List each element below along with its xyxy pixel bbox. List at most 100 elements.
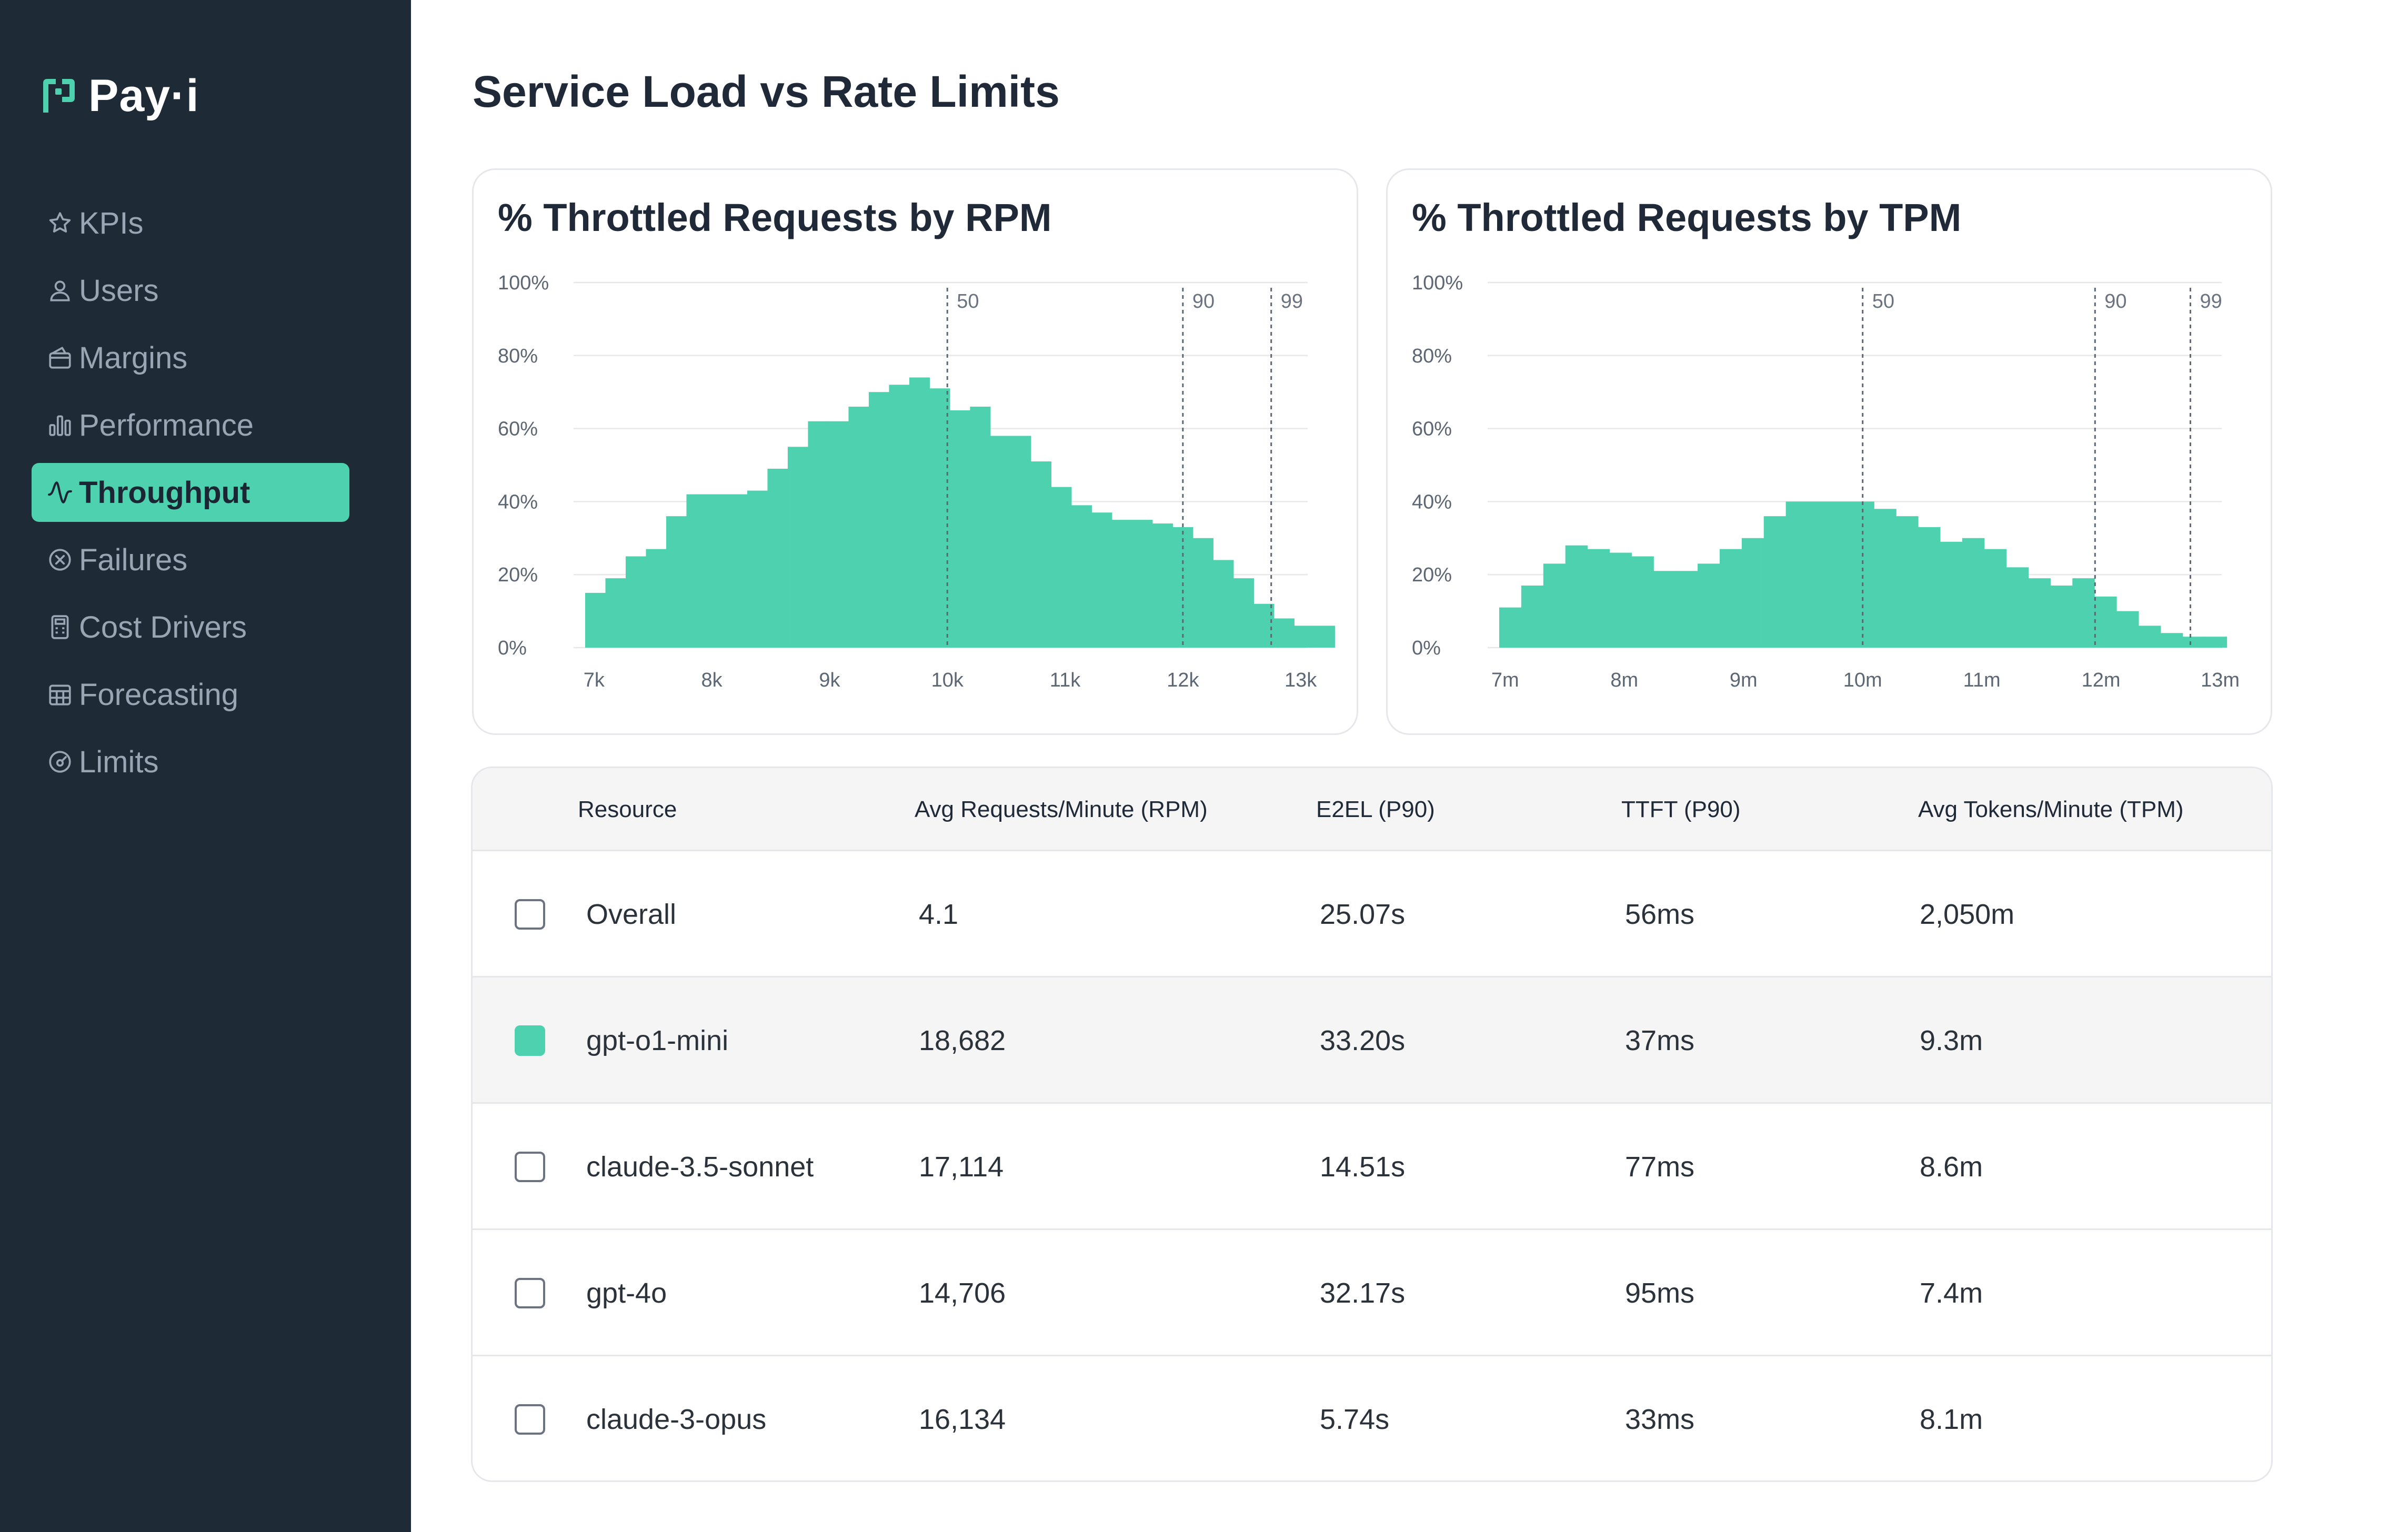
histogram-bar[interactable] [868, 392, 890, 648]
histogram-bar[interactable] [1091, 512, 1112, 648]
sidebar-item-performance[interactable]: Performance [32, 396, 349, 455]
histogram-bar[interactable] [1830, 501, 1852, 648]
e2el-cell: 14.51s [1320, 1151, 1406, 1183]
sidebar-item-forecasting[interactable]: Forecasting [32, 665, 349, 724]
histogram-bar[interactable] [1152, 523, 1173, 648]
histogram-bar[interactable] [2094, 596, 2117, 648]
histogram-bar[interactable] [1030, 461, 1052, 648]
row-checkbox[interactable] [515, 1404, 545, 1435]
column-header-ttft[interactable]: TTFT (P90) [1621, 797, 1741, 822]
histogram-bar[interactable] [1653, 571, 1676, 648]
histogram-bar[interactable] [1071, 505, 1092, 648]
histogram-bar[interactable] [1521, 586, 1544, 648]
histogram-bar[interactable] [1192, 538, 1213, 648]
histogram-bar[interactable] [2028, 578, 2051, 648]
table-row[interactable]: claude-3.5-sonnet 17,114 14.51s 77ms 8.6… [473, 1104, 2271, 1230]
table-row[interactable]: claude-3-opus 16,134 5.74s 33ms 8.1m [473, 1356, 2271, 1480]
logo[interactable]: Pay·i [40, 70, 199, 121]
histogram-bar[interactable] [2182, 637, 2205, 648]
histogram-bar[interactable] [2116, 611, 2139, 648]
histogram-bar[interactable] [747, 490, 768, 648]
row-checkbox[interactable] [515, 1025, 545, 1056]
histogram-bar[interactable] [848, 406, 869, 648]
sidebar-item-cost-drivers[interactable]: Cost Drivers [32, 598, 349, 657]
histogram-bar[interactable] [1314, 626, 1335, 648]
histogram-bar[interactable] [2160, 633, 2183, 648]
row-checkbox[interactable] [515, 1152, 545, 1182]
histogram-bar[interactable] [585, 592, 606, 648]
column-header-resource[interactable]: Resource [578, 797, 677, 822]
histogram-bar[interactable] [1940, 541, 1963, 648]
histogram-bar[interactable] [767, 468, 788, 648]
histogram-bar[interactable] [1587, 549, 1610, 648]
histogram-bar[interactable] [727, 494, 748, 648]
histogram-bar[interactable] [1543, 563, 1566, 648]
histogram-bar[interactable] [1785, 501, 1809, 648]
percentile-label: 90 [2104, 290, 2126, 313]
calculator-icon [45, 612, 75, 642]
histogram-bar[interactable] [2204, 637, 2228, 648]
histogram-bar[interactable] [2072, 578, 2095, 648]
table-row[interactable]: gpt-4o 14,706 32.17s 95ms 7.4m [473, 1230, 2271, 1356]
histogram-bar[interactable] [1896, 516, 1919, 648]
sidebar-item-failures[interactable]: Failures [32, 530, 349, 589]
histogram-bar[interactable] [990, 436, 1011, 648]
histogram-bar[interactable] [625, 556, 647, 648]
histogram-bar[interactable] [1874, 509, 1897, 648]
histogram-bar[interactable] [949, 410, 971, 648]
column-header-e2el[interactable]: E2EL (P90) [1316, 797, 1435, 822]
sidebar-item-users[interactable]: Users [32, 261, 349, 320]
histogram-bar[interactable] [2138, 626, 2161, 648]
sidebar-item-kpis[interactable]: KPIs [32, 194, 349, 253]
histogram-bar[interactable] [1675, 571, 1698, 648]
histogram-bar[interactable] [1051, 487, 1072, 648]
column-header-rpm[interactable]: Avg Requests/Minute (RPM) [915, 797, 1208, 822]
histogram-bar[interactable] [1213, 560, 1234, 648]
histogram-bar[interactable] [970, 406, 991, 648]
histogram-bar[interactable] [1918, 527, 1941, 648]
histogram-bar[interactable] [666, 516, 687, 648]
histogram-bar[interactable] [1233, 578, 1254, 648]
rpm-histogram-chart: 0% 20% 40% 60% 80% 100% 50 90 99 7k 8k 9k 10k 11k 12k 1… [498, 272, 1335, 691]
histogram-bar[interactable] [1010, 436, 1031, 648]
x-tick-label: 10m [1843, 669, 1882, 691]
histogram-bar[interactable] [1132, 520, 1153, 648]
histogram-bar[interactable] [706, 494, 728, 648]
histogram-bar[interactable] [1763, 516, 1787, 648]
sidebar-item-margins[interactable]: Margins [32, 328, 349, 387]
histogram-bar[interactable] [2050, 586, 2073, 648]
histogram-bar[interactable] [1111, 520, 1132, 648]
histogram-bar[interactable] [1609, 552, 1632, 648]
histogram-bar[interactable] [1698, 563, 1720, 648]
histogram-bar[interactable] [1294, 626, 1315, 648]
histogram-bar[interactable] [1565, 545, 1588, 648]
histogram-bar[interactable] [889, 385, 910, 648]
histogram-bar[interactable] [686, 494, 707, 648]
histogram-bar[interactable] [828, 421, 849, 648]
sidebar-item-throughput[interactable]: Throughput [32, 463, 349, 522]
histogram-bar[interactable] [808, 421, 829, 648]
histogram-bar[interactable] [1631, 556, 1654, 648]
histogram-bar[interactable] [909, 377, 930, 648]
histogram-bar[interactable] [2006, 567, 2029, 648]
histogram-bar[interactable] [1273, 618, 1295, 648]
e2el-cell: 33.20s [1320, 1025, 1406, 1056]
histogram-bar[interactable] [1253, 603, 1275, 648]
histogram-bar[interactable] [1808, 501, 1831, 648]
row-checkbox[interactable] [515, 1278, 545, 1308]
histogram-bar[interactable] [1499, 607, 1522, 648]
column-header-tpm[interactable]: Avg Tokens/Minute (TPM) [1918, 797, 2184, 822]
table-row[interactable]: Overall 4.1 25.07s 56ms 2,050m [473, 851, 2271, 977]
x-tick-label: 8k [701, 669, 723, 691]
sidebar-item-limits[interactable]: Limits [32, 732, 349, 791]
histogram-bar[interactable] [787, 447, 809, 648]
row-checkbox[interactable] [515, 899, 545, 930]
histogram-bar[interactable] [1719, 549, 1742, 648]
histogram-bar[interactable] [646, 549, 667, 648]
table-row[interactable]: gpt-o1-mini 18,682 33.20s 37ms 9.3m [473, 977, 2271, 1104]
histogram-bar[interactable] [1984, 549, 2007, 648]
histogram-bar[interactable] [1741, 538, 1764, 648]
histogram-bar[interactable] [605, 578, 626, 648]
y-tick-label: 40% [1412, 491, 1452, 513]
histogram-bar[interactable] [1962, 538, 1985, 648]
